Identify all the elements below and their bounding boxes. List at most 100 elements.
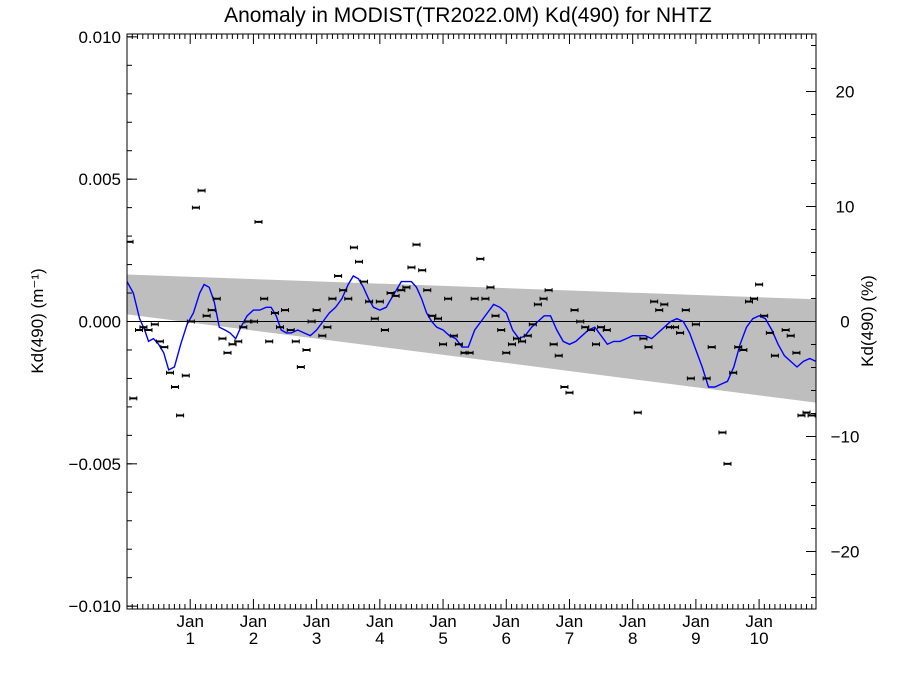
data-point (781, 328, 790, 333)
y2-tick-label: −10 (831, 428, 860, 447)
data-point (592, 342, 601, 347)
x-tick-label-month: Jan (303, 612, 330, 631)
data-point (433, 316, 442, 321)
data-point (171, 384, 180, 389)
data-point (312, 308, 321, 313)
x-tick-label-year: 5 (438, 629, 447, 648)
data-point (650, 299, 659, 304)
data-point (302, 347, 311, 352)
data-point (155, 339, 164, 344)
x-tick-label-year: 6 (502, 629, 511, 648)
y2-tick-label: 20 (836, 83, 855, 102)
data-point (465, 350, 474, 355)
data-point (497, 328, 506, 333)
data-point (135, 328, 144, 333)
data-point (412, 242, 421, 247)
data-point (291, 339, 300, 344)
x-tick-label-month: Jan (682, 612, 709, 631)
data-point (197, 188, 206, 193)
data-point (144, 328, 153, 333)
data-point (681, 308, 690, 313)
y2-tick-label: 10 (836, 198, 855, 217)
data-point (402, 285, 411, 290)
data-point (586, 328, 595, 333)
data-point (176, 413, 185, 418)
y-tick-label: 0.005 (78, 170, 121, 189)
data-point (407, 265, 416, 270)
x-tick-label-month: Jan (177, 612, 204, 631)
data-point (718, 430, 727, 435)
data-point (181, 373, 190, 378)
x-tick-label-year: 1 (185, 629, 194, 648)
data-point (444, 296, 453, 301)
y-axis-label: Kd(490) (m⁻¹) (28, 268, 47, 373)
data-point (281, 308, 290, 313)
data-point (602, 328, 611, 333)
data-point (234, 339, 243, 344)
data-point (723, 461, 732, 466)
data-point (770, 353, 779, 358)
data-point (439, 342, 448, 347)
data-point (254, 219, 263, 224)
data-point (296, 365, 305, 370)
data-point (518, 339, 527, 344)
plot-inner (127, 188, 816, 466)
data-point (581, 325, 590, 330)
data-point (391, 293, 400, 298)
data-point (633, 410, 642, 415)
data-point (597, 325, 606, 330)
y-tick-label: 0.010 (78, 28, 121, 47)
data-point (644, 345, 653, 350)
data-point (270, 310, 279, 315)
data-point (139, 325, 148, 330)
x-tick-label-month: Jan (240, 612, 267, 631)
y-tick-label: −0.010 (69, 597, 121, 616)
data-point (344, 296, 353, 301)
data-point (486, 285, 495, 290)
x-tick-label-month: Jan (366, 612, 393, 631)
data-point (260, 296, 269, 301)
data-point (318, 333, 327, 338)
y2-tick-label: −20 (831, 543, 860, 562)
data-point (334, 273, 343, 278)
x-tick-label-month: Jan (556, 612, 583, 631)
data-point (160, 345, 169, 350)
data-point (734, 345, 743, 350)
data-point (797, 413, 806, 418)
data-point (454, 342, 463, 347)
data-point (513, 336, 522, 341)
y-tick-label: 0.000 (78, 313, 121, 332)
data-point (186, 319, 195, 324)
data-point (207, 308, 216, 313)
x-tick-label-year: 2 (249, 629, 258, 648)
x-tick-label-month: Jan (493, 612, 520, 631)
y-tick-label: −0.005 (69, 455, 121, 474)
data-point (202, 313, 211, 318)
x-tick-label-year: 8 (628, 629, 637, 648)
data-point (560, 384, 569, 389)
data-point (397, 288, 406, 293)
data-point (150, 322, 159, 327)
data-point (549, 342, 558, 347)
data-point (750, 296, 759, 301)
data-point (671, 325, 680, 330)
x-tick-label-month: Jan (429, 612, 456, 631)
data-point (370, 316, 379, 321)
data-point (250, 319, 259, 324)
data-point (365, 299, 374, 304)
data-point (729, 370, 738, 375)
data-point (286, 328, 295, 333)
data-point (655, 308, 664, 313)
plot-area (127, 188, 816, 466)
data-point (660, 302, 669, 307)
data-point (386, 291, 395, 296)
y2-axis-label: Kd(490) (%) (858, 275, 877, 367)
data-point (554, 353, 563, 358)
data-point (380, 328, 389, 333)
data-point (476, 256, 485, 261)
x-tick-label-year: 7 (565, 629, 574, 648)
axes: Jan1Jan2Jan3Jan4Jan5Jan6Jan7Jan8Jan9Jan1… (69, 28, 860, 648)
data-point (265, 339, 274, 344)
data-point (218, 336, 227, 341)
x-tick-label-year: 3 (312, 629, 321, 648)
